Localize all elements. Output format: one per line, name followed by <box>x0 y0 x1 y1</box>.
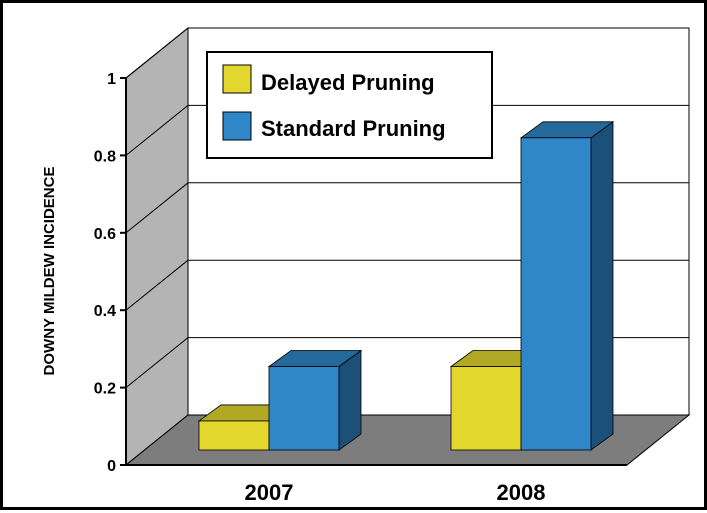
bar-standard-pruning-2007 <box>267 349 363 451</box>
y-tick-label: 0.8 <box>94 148 116 165</box>
x-tick-label: 2007 <box>245 480 294 505</box>
bar-front <box>450 366 522 451</box>
bar-side <box>338 349 362 451</box>
chart-side-wall <box>125 26 189 467</box>
y-tick-label: 0 <box>107 458 116 475</box>
bar-front <box>520 137 592 451</box>
bar-standard-pruning-2008 <box>519 121 615 451</box>
bar-chart: 0 0.2 0.4 0.6 0.8 1 2007 2008 DOWNY MILDEW INC… <box>41 26 691 505</box>
gridline-side <box>125 182 189 234</box>
y-tick-label: 0.4 <box>94 303 116 320</box>
bar-side <box>590 121 614 451</box>
legend-box <box>206 51 493 159</box>
y-axis <box>125 78 627 466</box>
gridline-side <box>125 337 189 388</box>
legend-swatch-standard <box>222 111 252 141</box>
legend-swatch-delayed <box>222 64 252 94</box>
y-tick-label: 1 <box>107 71 116 88</box>
legend: Delayed Pruning Standard Pruning <box>206 51 493 159</box>
legend-label-delayed: Delayed Pruning <box>261 70 435 95</box>
bar-front <box>268 366 340 451</box>
bar-front <box>198 420 270 451</box>
legend-label-standard: Standard Pruning <box>261 116 446 141</box>
y-axis-label: DOWNY MILDEW INCIDENCE <box>41 167 58 376</box>
y-tick-label: 0.2 <box>94 381 116 398</box>
bars <box>197 121 615 451</box>
x-tick-labels: 2007 2008 <box>245 480 546 505</box>
gridline-side <box>125 259 189 311</box>
y-tick-labels: 0 0.2 0.4 0.6 0.8 1 <box>94 71 126 475</box>
x-tick-label: 2008 <box>497 480 546 505</box>
y-tick-label: 0.6 <box>94 226 116 243</box>
gridline-side <box>125 105 189 156</box>
gridline-side <box>125 27 189 79</box>
